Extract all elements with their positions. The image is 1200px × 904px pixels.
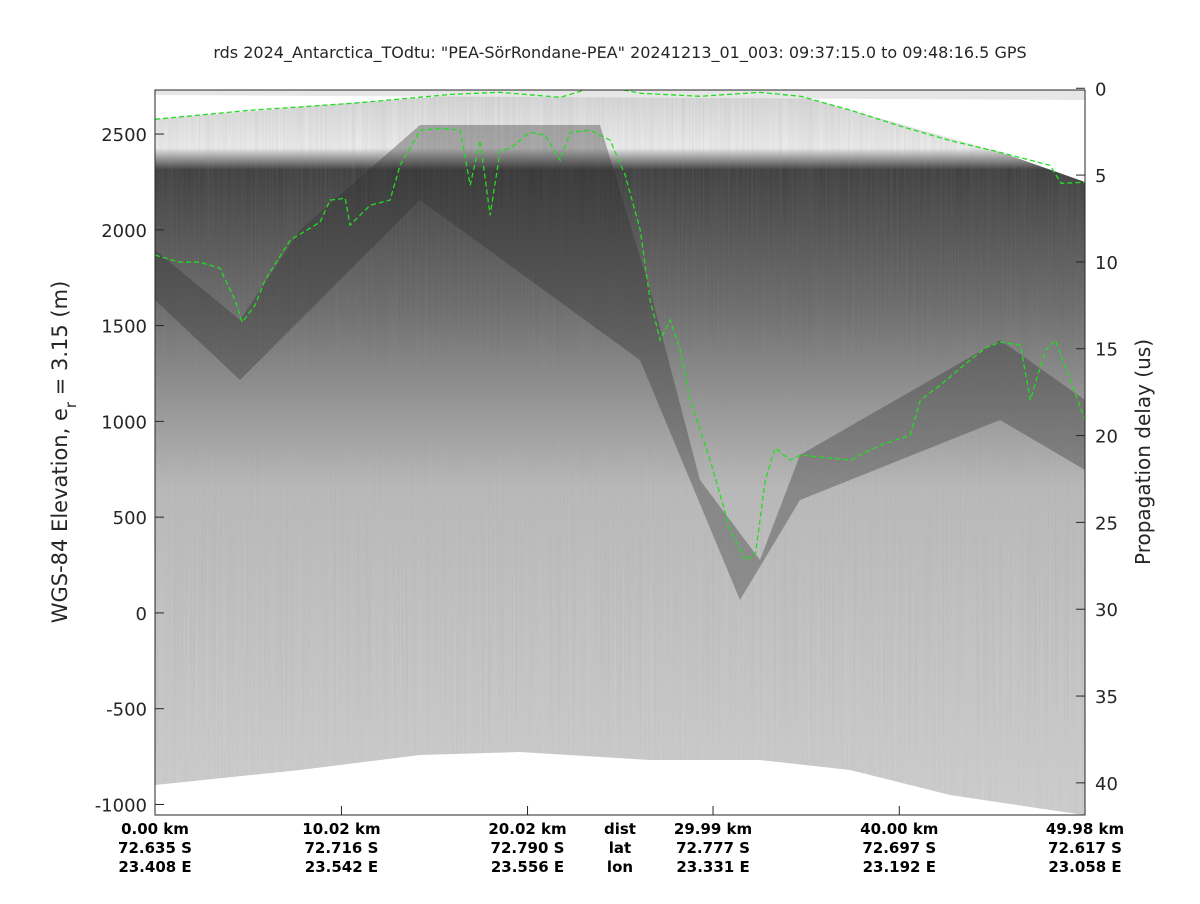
y2-tick-label: 25 bbox=[1095, 513, 1118, 534]
chart-title: rds 2024_Antarctica_TOdtu: "PEA-SörRonda… bbox=[213, 43, 1026, 63]
x-tick-lon: 23.556 E bbox=[491, 858, 564, 876]
y2-tick-label: 5 bbox=[1095, 166, 1106, 187]
y-tick-label: 500 bbox=[113, 508, 147, 529]
x-row-label: dist bbox=[604, 820, 636, 838]
y2-tick-label: 40 bbox=[1095, 774, 1118, 795]
y2-tick-label: 15 bbox=[1095, 340, 1118, 361]
y-tick-label: -500 bbox=[106, 700, 147, 721]
x-tick-lon: 23.542 E bbox=[305, 858, 378, 876]
x-tick-lat: 72.635 S bbox=[118, 839, 192, 857]
y-tick-label: 2000 bbox=[101, 221, 147, 242]
x-tick-lon: 23.058 E bbox=[1048, 858, 1121, 876]
plot-frame bbox=[154, 89, 1086, 816]
x-tick-label: 20.02 km bbox=[488, 820, 566, 838]
y-tick-label: 0 bbox=[136, 604, 147, 625]
y-axis-label: WGS-84 Elevation, er = 3.15 (m) bbox=[48, 281, 80, 624]
x-tick-lon: 23.408 E bbox=[118, 858, 191, 876]
y2-tick-label: 30 bbox=[1095, 600, 1118, 621]
trace-line bbox=[155, 127, 1085, 561]
x-row-label: lat bbox=[609, 839, 631, 857]
x-tick-lat: 72.617 S bbox=[1048, 839, 1122, 857]
trace-line bbox=[155, 90, 1085, 184]
x-row-label: lon bbox=[607, 858, 633, 876]
x-tick-lat: 72.777 S bbox=[676, 839, 750, 857]
y2-axis-label: Propagation delay (us) bbox=[1131, 339, 1155, 565]
y-axis-label-subscript: r bbox=[62, 401, 80, 408]
y-tick-label: -1000 bbox=[95, 795, 147, 816]
y-axis-label-suffix: = 3.15 (m) bbox=[48, 281, 72, 402]
y2-tick-label: 20 bbox=[1095, 427, 1118, 448]
echogram-image bbox=[155, 90, 1085, 815]
y-axis-label-text: WGS-84 Elevation, e bbox=[48, 408, 72, 623]
x-tick-label: 10.02 km bbox=[302, 820, 380, 838]
y2-tick-label: 10 bbox=[1095, 253, 1118, 274]
x-tick-lon: 23.331 E bbox=[676, 858, 749, 876]
y2-tick-label: 0 bbox=[1095, 79, 1106, 100]
x-tick-label: 40.00 km bbox=[860, 820, 938, 838]
x-tick-label: 0.00 km bbox=[121, 820, 189, 838]
y2-tick-label: 35 bbox=[1095, 687, 1118, 708]
x-tick-lat: 72.716 S bbox=[304, 839, 378, 857]
x-tick-lat: 72.697 S bbox=[862, 839, 936, 857]
x-tick-lon: 23.192 E bbox=[863, 858, 936, 876]
y-tick-label: 1000 bbox=[101, 412, 147, 433]
layer-traces bbox=[155, 90, 1085, 561]
x-tick-label: 29.99 km bbox=[674, 820, 752, 838]
y-tick-label: 1500 bbox=[101, 317, 147, 338]
x-tick-label: 49.98 km bbox=[1046, 820, 1124, 838]
y-tick-label: 2500 bbox=[101, 125, 147, 146]
x-tick-lat: 72.790 S bbox=[491, 839, 565, 857]
